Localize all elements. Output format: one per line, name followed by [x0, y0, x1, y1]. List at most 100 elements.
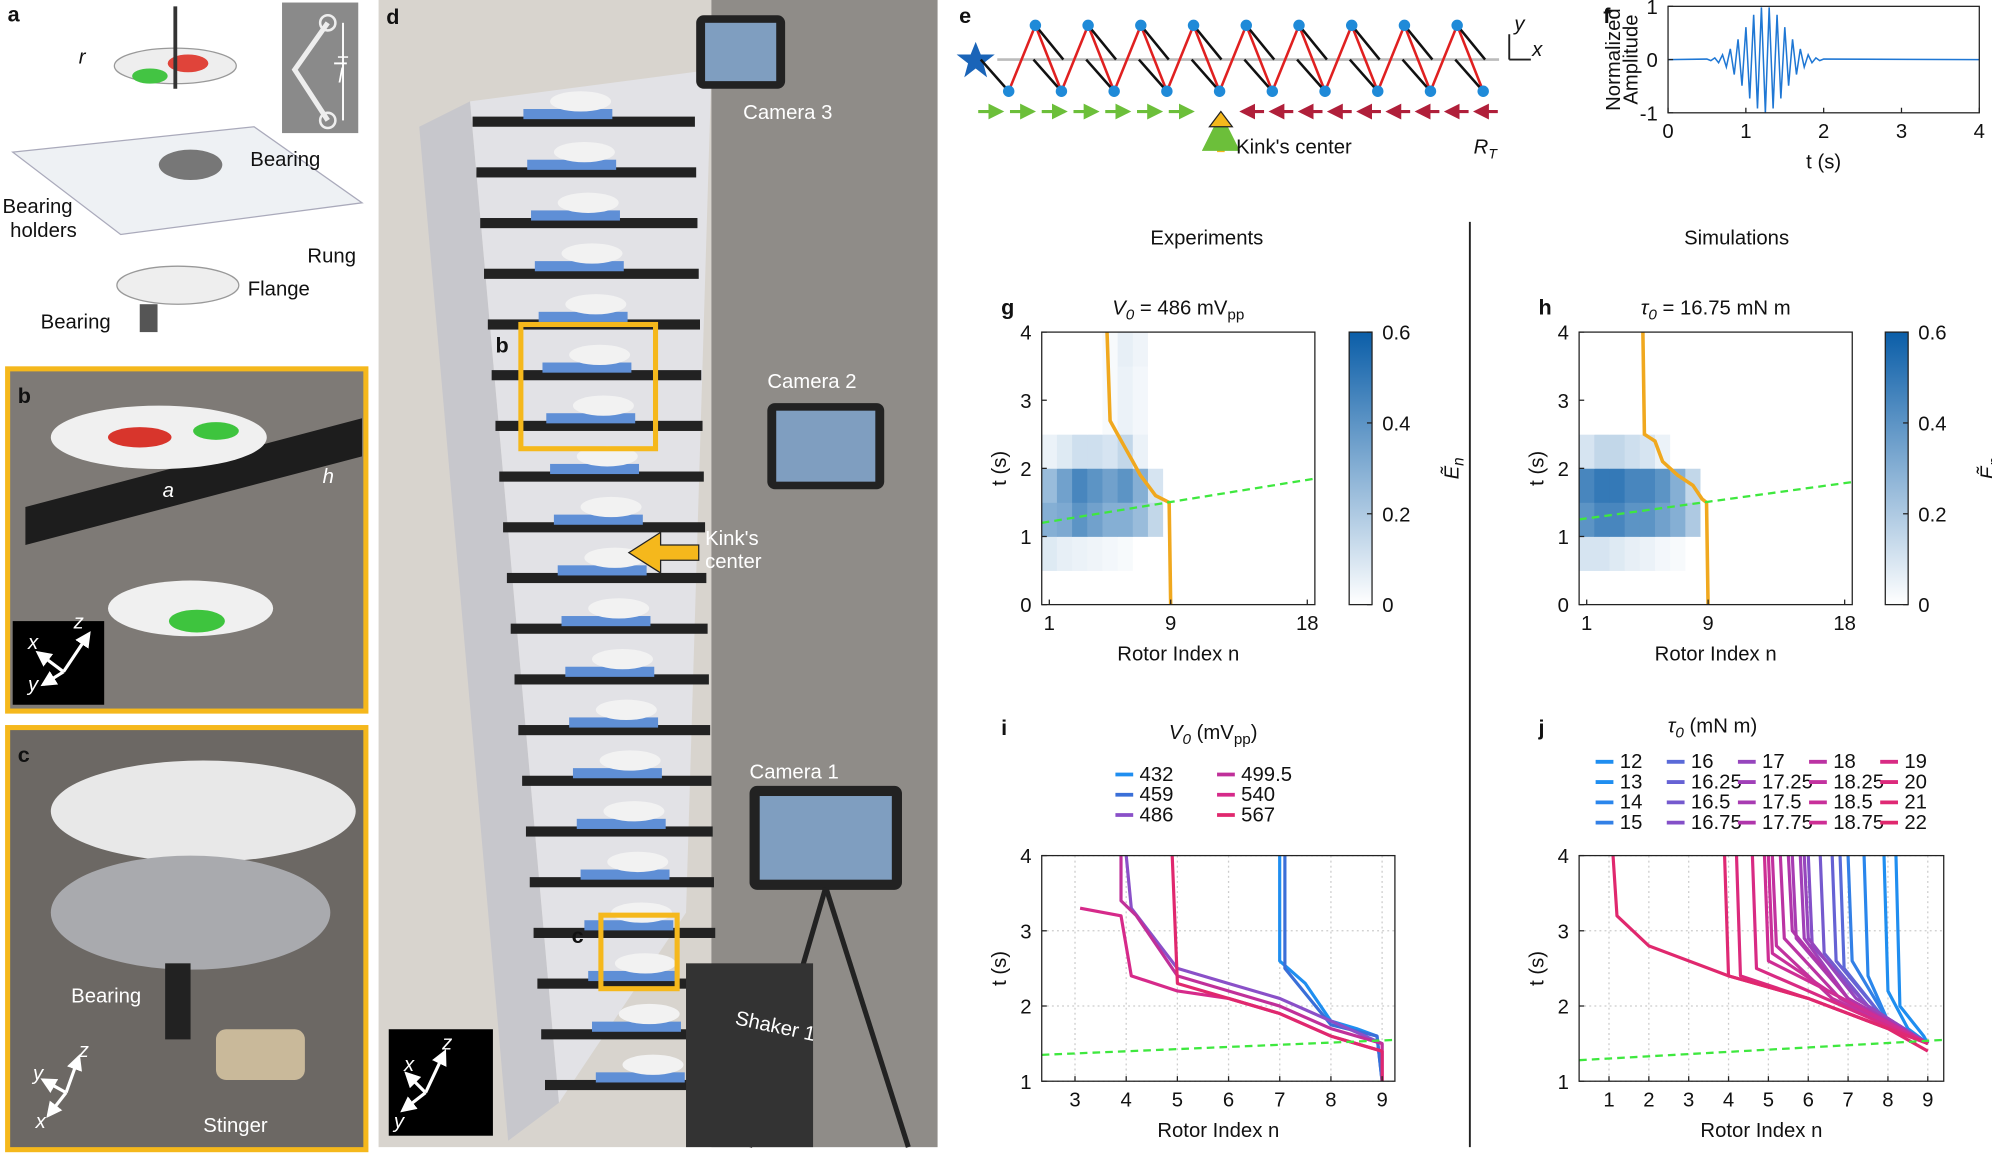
rung	[541, 1029, 718, 1040]
heat-cell	[1821, 468, 1838, 503]
colorbar-tick-label: 0.2	[1918, 504, 1946, 526]
tape	[561, 616, 651, 627]
label: Rung	[307, 245, 356, 267]
heat-cell	[1117, 468, 1134, 503]
heat-cell	[1791, 332, 1808, 367]
heat-cell	[1746, 502, 1762, 537]
unit_sub: pp	[1234, 731, 1251, 748]
label-sub: T	[1488, 145, 1498, 161]
y-axis-label: Normalized	[1603, 8, 1625, 111]
heat-cell	[1776, 332, 1792, 367]
heat-cell	[1776, 570, 1792, 605]
heat-cell	[1715, 536, 1732, 571]
heat-cell	[1163, 366, 1179, 401]
y-axis-label: t (s)	[1527, 951, 1549, 986]
y-tick-label: 3	[1020, 391, 1031, 413]
heat-cell	[1609, 570, 1626, 605]
x-tick-label: 5	[1763, 1090, 1774, 1112]
panel-label: c	[18, 742, 30, 767]
y-axis-label: t (s)	[989, 451, 1011, 486]
heat-cell	[1685, 332, 1701, 367]
arm	[1401, 58, 1432, 93]
y-axis-label: t (s)	[1527, 451, 1549, 486]
heat-cell	[1208, 366, 1225, 401]
tape	[588, 970, 678, 982]
legend-label: 459	[1140, 784, 1174, 806]
text: (mV	[1191, 722, 1234, 744]
sub: 0	[1126, 306, 1135, 323]
legend-label: 540	[1241, 784, 1275, 806]
heat-cell	[1087, 366, 1103, 401]
heat-cell	[1147, 366, 1164, 401]
panel-label: a	[8, 2, 21, 27]
heat-cell	[1654, 366, 1671, 401]
rung	[514, 674, 709, 685]
heat-cell	[1163, 332, 1179, 367]
arm	[1032, 58, 1063, 93]
heat-cell	[1791, 434, 1808, 469]
heat-cell	[1117, 536, 1134, 571]
x-tick-label: 9	[1165, 613, 1176, 635]
link	[1139, 24, 1169, 92]
symbol: τ	[1668, 716, 1677, 738]
heat-cell	[1715, 366, 1732, 401]
heat-cell	[1579, 332, 1595, 367]
y-tick-label: 1	[1558, 527, 1569, 549]
heat-cell	[1594, 570, 1610, 605]
link	[1455, 24, 1485, 92]
heat-cell	[1837, 536, 1853, 571]
heat-cell	[1609, 400, 1626, 435]
heat-cell	[1223, 332, 1240, 367]
legend-label: 16	[1691, 751, 1714, 773]
heat-cell	[1223, 502, 1240, 537]
heat-cell	[1132, 502, 1149, 537]
heat-cell	[1579, 536, 1595, 571]
heat-cell	[1087, 400, 1103, 435]
node	[1398, 19, 1411, 32]
arm	[1243, 58, 1274, 93]
heat-cell	[1685, 366, 1701, 401]
link	[1297, 24, 1327, 92]
rotor	[599, 750, 661, 771]
label: Bearing	[41, 311, 111, 333]
label: a	[163, 480, 174, 502]
y-tick-label: 2	[1020, 997, 1031, 1019]
heat-cell	[1594, 536, 1610, 571]
series-line	[1802, 855, 1929, 1045]
heat-cell	[1056, 468, 1073, 503]
rotor	[550, 91, 612, 112]
rotor	[592, 648, 653, 670]
series-line	[1750, 855, 1929, 1046]
rung	[476, 167, 697, 178]
tape	[592, 1021, 681, 1032]
heat-cell	[1609, 468, 1626, 503]
x-tick-label: 1	[1044, 613, 1055, 635]
panel-label: h	[1538, 294, 1551, 319]
heat-cell	[1072, 570, 1088, 605]
series-line	[1170, 855, 1384, 1082]
legend-label: 18.5	[1833, 792, 1873, 814]
arm	[979, 58, 1010, 93]
legend-label: 14	[1620, 792, 1643, 814]
link	[1086, 24, 1116, 92]
heat-cell	[1072, 468, 1088, 503]
heat-cell	[1254, 502, 1270, 537]
tape	[542, 362, 632, 373]
heat-cell	[1117, 366, 1134, 401]
heat-cell	[1147, 400, 1164, 435]
y-tick-label: 0	[1647, 50, 1658, 72]
panel-label: e	[959, 3, 971, 28]
heat-cell	[1147, 468, 1164, 503]
label: Flange	[248, 278, 310, 300]
arm	[1137, 58, 1168, 93]
heat-cell	[1208, 502, 1225, 537]
legend-label: 16.25	[1691, 771, 1742, 793]
heat-cell	[1056, 400, 1073, 435]
heat-cell	[1178, 502, 1194, 537]
axis-letter: z	[78, 1040, 89, 1062]
heat-cell	[1239, 366, 1255, 401]
heat-cell	[1715, 502, 1732, 537]
heat-cell	[1776, 400, 1792, 435]
node	[1108, 85, 1120, 97]
